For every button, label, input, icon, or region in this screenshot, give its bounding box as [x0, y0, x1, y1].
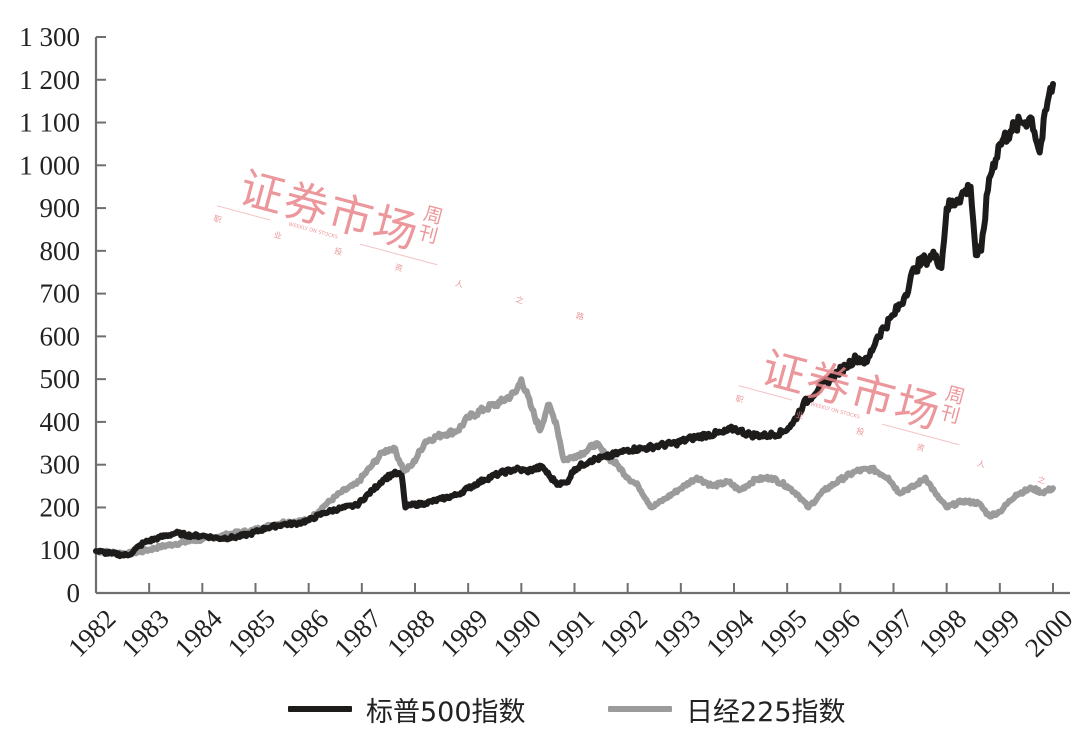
- x-tick-label: 1986: [275, 603, 334, 662]
- x-tick-label: 1998: [913, 603, 972, 662]
- y-tick-label: 500: [40, 364, 81, 394]
- x-tick-label: 1987: [328, 603, 387, 662]
- legend-item-nikkei225: 日经225指数: [608, 686, 846, 732]
- y-tick-label: 1 100: [19, 108, 80, 138]
- x-tick-label: 1982: [62, 603, 121, 662]
- y-tick-label: 300: [40, 450, 81, 480]
- series-sp500-line: [93, 81, 1056, 560]
- x-tick-label: 1996: [807, 603, 866, 662]
- x-tick-label: 1989: [434, 603, 493, 662]
- series-layer: [93, 81, 1056, 560]
- legend-label-nikkei225: 日经225指数: [686, 696, 846, 728]
- x-tick-label: 1992: [594, 603, 653, 662]
- y-tick-label: 600: [40, 321, 81, 351]
- y-axis: 0 100 200 300 400 500 600 700 800 900 1 000 1 100 1 …: [19, 22, 106, 608]
- x-tick-label: 1988: [381, 603, 440, 662]
- x-tick-label: 1991: [541, 603, 600, 662]
- chart-legend: 标普500指数 日经225指数: [0, 686, 1080, 732]
- x-tick-label: 1990: [488, 603, 547, 662]
- y-tick-label: 1 200: [19, 65, 80, 95]
- x-tick-label: 1985: [222, 603, 281, 662]
- y-tick-label: 100: [40, 535, 81, 565]
- legend-swatch-nikkei225: [608, 706, 672, 712]
- y-tick-label: 0: [67, 578, 81, 608]
- legend-item-sp500: 标普500指数: [288, 686, 526, 732]
- legend-swatch-sp500: [288, 706, 352, 712]
- y-tick-label: 700: [40, 279, 81, 309]
- x-tick-label: 1994: [700, 603, 760, 663]
- y-tick-label: 800: [40, 236, 81, 266]
- y-tick-label: 900: [40, 193, 81, 223]
- legend-label-sp500: 标普500指数: [366, 696, 526, 728]
- y-tick-label: 400: [40, 407, 81, 437]
- x-tick-label: 1984: [169, 603, 229, 663]
- y-tick-label: 200: [40, 492, 81, 522]
- x-tick-label: 1999: [966, 603, 1025, 662]
- y-tick-label: 1 000: [19, 150, 80, 180]
- x-tick-label: 1995: [753, 603, 812, 662]
- x-axis: 1982198319841985198619871988198919901991…: [62, 583, 1079, 663]
- y-tick-label: 1 300: [19, 22, 80, 52]
- x-tick-label: 1997: [860, 603, 919, 662]
- x-tick-label: 1993: [647, 603, 706, 662]
- x-tick-label: 1983: [115, 603, 174, 662]
- x-tick-label: 2000: [1019, 603, 1078, 662]
